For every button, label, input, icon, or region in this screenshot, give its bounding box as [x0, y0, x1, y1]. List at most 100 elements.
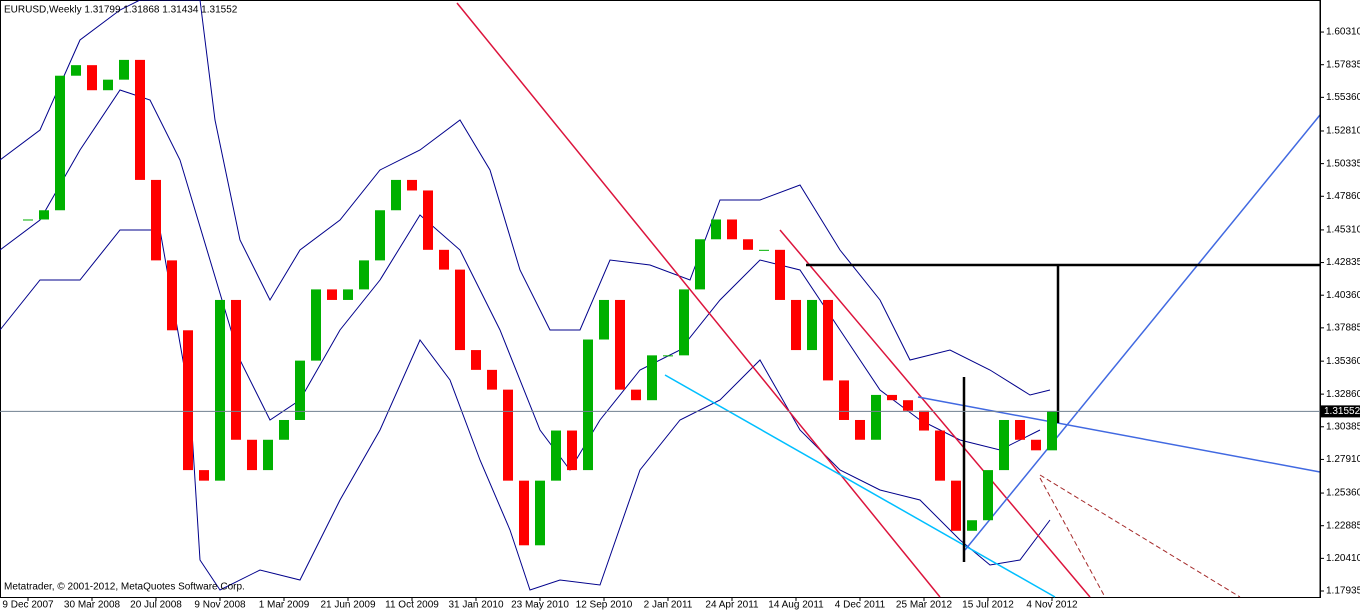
x-tick-label: 2 Jan 2011	[644, 600, 693, 611]
candle	[743, 239, 753, 250]
candle	[455, 269, 465, 351]
candle	[663, 355, 673, 357]
candle	[1047, 411, 1057, 451]
x-tick-label: 11 Oct 2009	[385, 600, 439, 611]
y-tick-label: 1.40360	[1326, 290, 1360, 301]
candle	[583, 339, 593, 471]
candle	[359, 260, 369, 290]
candle	[967, 520, 977, 531]
candle	[327, 289, 337, 300]
y-tick-label: 1.55360	[1326, 92, 1360, 103]
candle	[871, 394, 881, 440]
candle	[535, 480, 545, 546]
candle	[279, 419, 289, 440]
candle	[71, 65, 81, 76]
candle	[103, 79, 113, 91]
candle	[983, 470, 993, 521]
x-tick-label: 15 Jul 2012	[962, 600, 1014, 611]
candle	[807, 299, 817, 351]
candle	[775, 249, 785, 300]
x-tick-label: 30 Mar 2008	[64, 600, 121, 611]
candle	[87, 65, 97, 91]
y-tick-label: 1.35360	[1326, 356, 1360, 367]
candle	[391, 179, 401, 211]
x-tick-label: 4 Nov 2012	[1026, 600, 1078, 611]
candle	[519, 480, 529, 546]
y-tick-label: 1.45310	[1326, 225, 1360, 236]
candle	[263, 439, 273, 471]
candle	[39, 210, 49, 220]
dashed-line	[1039, 477, 1106, 598]
candles	[23, 59, 1057, 546]
candle	[887, 394, 897, 401]
candle	[951, 480, 961, 531]
y-tick-label: 1.27910	[1326, 454, 1360, 465]
candle	[119, 59, 129, 80]
y-tick-label: 1.60310	[1326, 27, 1360, 38]
candle	[231, 299, 241, 440]
x-tick-label: 14 Aug 2011	[768, 600, 824, 611]
candle	[503, 389, 513, 481]
x-tick-label: 12 Sep 2010	[576, 600, 633, 611]
candle	[855, 419, 865, 440]
x-tick-label: 23 May 2010	[511, 600, 569, 611]
support-line	[664, 374, 1056, 598]
candle	[439, 249, 449, 270]
candle	[1015, 419, 1025, 440]
candle	[183, 330, 193, 471]
candle	[471, 350, 481, 370]
candle	[599, 299, 609, 340]
x-tick-label: 21 Jun 2009	[320, 600, 375, 611]
candle	[135, 59, 145, 180]
candle	[823, 299, 833, 381]
candle	[919, 410, 929, 431]
credit: Metatrader, © 2001-2012, MetaQuotes Soft…	[4, 582, 245, 593]
candle	[839, 380, 849, 420]
dashed-line	[1039, 474, 1241, 598]
x-tick-label: 31 Jan 2010	[448, 600, 503, 611]
candle	[247, 439, 257, 471]
y-tick-label: 1.57835	[1326, 59, 1360, 70]
rising-line	[964, 114, 1321, 551]
candle	[487, 369, 497, 390]
candle	[695, 239, 705, 290]
candle	[999, 419, 1009, 471]
candle	[727, 219, 737, 240]
candle	[55, 75, 65, 211]
y-tick-label: 1.37885	[1326, 322, 1360, 333]
candle	[23, 219, 33, 221]
plot-frame	[0, 0, 1321, 598]
candle	[167, 260, 177, 331]
candle	[375, 210, 385, 261]
y-tick-label: 1.25360	[1326, 488, 1360, 499]
x-tick-label: 1 Mar 2009	[259, 600, 310, 611]
chart-title: EURUSD,Weekly 1.31799 1.31868 1.31434 1.…	[4, 5, 238, 16]
candle	[423, 190, 433, 250]
x-tick-label: 24 Apr 2011	[705, 600, 759, 611]
candle	[343, 289, 353, 300]
resistance-line	[917, 396, 1321, 473]
candle	[935, 430, 945, 481]
candle	[567, 430, 577, 471]
candle	[311, 289, 321, 361]
x-tick-label: 9 Nov 2008	[194, 600, 246, 611]
candle	[647, 355, 657, 401]
candle	[759, 249, 769, 251]
candle	[215, 299, 225, 481]
candle	[551, 430, 561, 481]
candle	[711, 219, 721, 240]
candle	[903, 400, 913, 411]
y-tick-label: 1.20410	[1326, 553, 1360, 564]
channel-line	[456, 2, 941, 598]
y-tick-label: 1.42835	[1326, 257, 1360, 268]
y-tick-label: 1.30385	[1326, 421, 1360, 432]
price-label-box	[1321, 405, 1360, 418]
candle	[407, 179, 417, 191]
candle	[791, 299, 801, 351]
price-label: 1.31552	[1324, 406, 1360, 417]
y-tick-label: 1.32860	[1326, 389, 1360, 400]
channel-line	[779, 229, 1091, 598]
candle	[1031, 439, 1041, 451]
